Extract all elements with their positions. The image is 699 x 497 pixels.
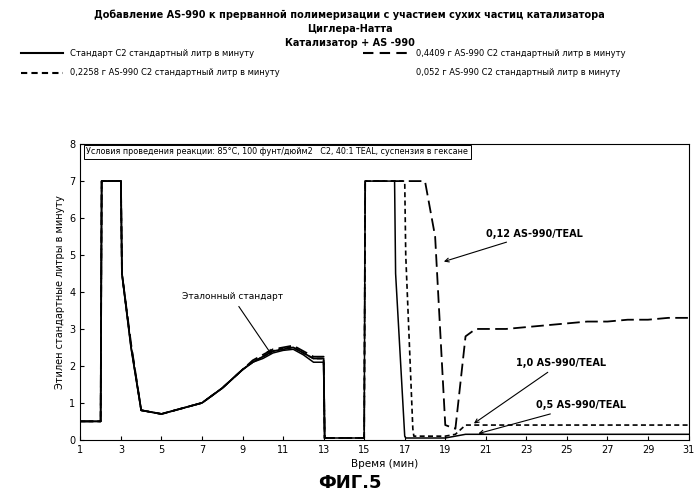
Text: 1,0 AS-990/TEAL: 1,0 AS-990/TEAL (475, 358, 606, 423)
Text: Добавление AS-990 к прерванной полимеризации с участием сухих частиц катализатор: Добавление AS-990 к прерванной полимериз… (94, 10, 605, 20)
Text: 0,4409 г AS-990 C2 стандартный литр в минуту: 0,4409 г AS-990 C2 стандартный литр в ми… (416, 49, 626, 58)
Text: 0,2258 г AS-990 C2 стандартный литр в минуту: 0,2258 г AS-990 C2 стандартный литр в ми… (70, 68, 280, 77)
Text: Циглера-Натта: Циглера-Натта (307, 24, 392, 34)
Text: Стандарт C2 стандартный литр в минуту: Стандарт C2 стандартный литр в минуту (70, 49, 254, 58)
X-axis label: Время (мин): Время (мин) (351, 459, 418, 469)
Text: 0,052 г AS-990 C2 стандартный литр в минуту: 0,052 г AS-990 C2 стандартный литр в мин… (416, 68, 620, 77)
Text: Условия проведения реакции: 85°С, 100 фунт/дюйм2   C2, 40:1 TEAL, суспензия в ге: Условия проведения реакции: 85°С, 100 фу… (87, 147, 468, 156)
Text: 0,12 AS-990/TEAL: 0,12 AS-990/TEAL (445, 229, 583, 262)
Text: ФИГ.5: ФИГ.5 (318, 474, 381, 492)
Text: Эталонный стандарт: Эталонный стандарт (182, 292, 283, 353)
Text: 0,5 AS-990/TEAL: 0,5 AS-990/TEAL (480, 401, 626, 434)
Text: Катализатор + AS -990: Катализатор + AS -990 (284, 38, 415, 48)
Y-axis label: Этилен стандартные литры в минуту: Этилен стандартные литры в минуту (55, 195, 65, 389)
